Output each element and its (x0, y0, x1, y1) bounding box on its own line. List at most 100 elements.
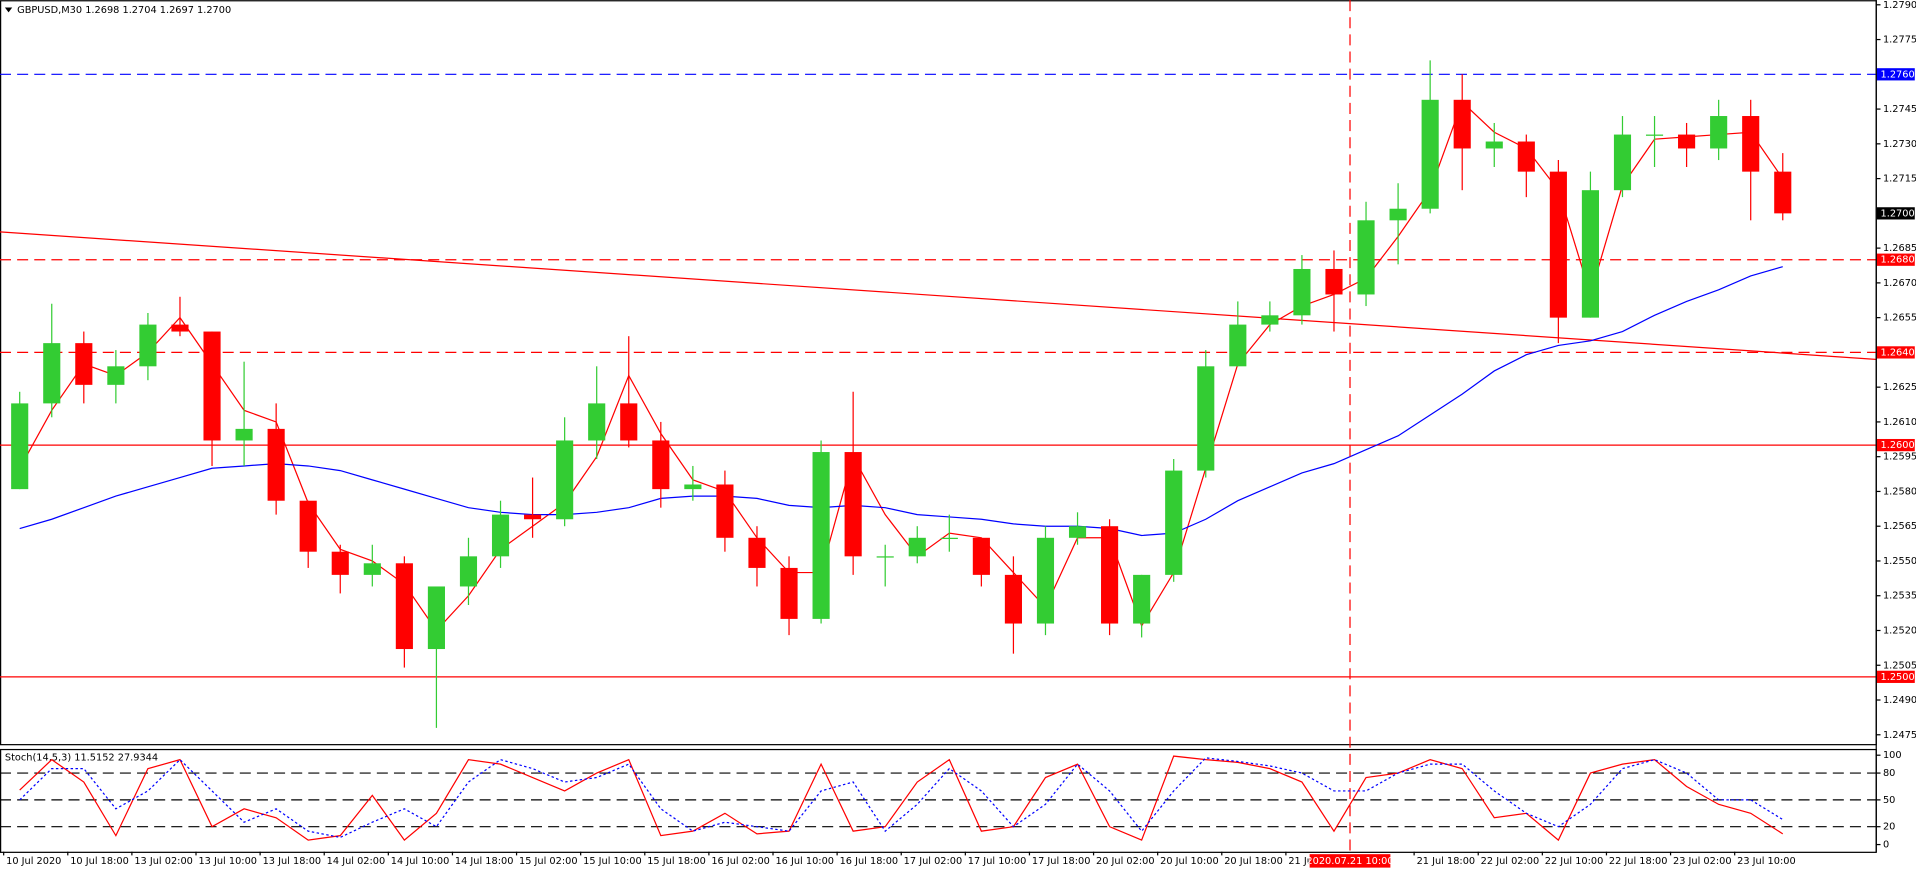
candle-body (1133, 574, 1151, 624)
candle-body (1613, 134, 1632, 191)
candle-body (43, 343, 61, 404)
y-tick-label: 1.2565 (1883, 521, 1916, 532)
y-tick-label: 1.2730 (1883, 139, 1916, 150)
trendline (0, 231, 1876, 360)
candle-body (1357, 220, 1375, 295)
y-tick-label: 1.2790 (1883, 0, 1916, 11)
x-tick-label: 23 Jul 02:00 (1673, 856, 1732, 867)
x-tick-label: 16 Jul 02:00 (711, 856, 770, 867)
candle-body (267, 428, 285, 501)
candle-body (1165, 470, 1183, 575)
chart-title: GBPUSD,M30 1.2698 1.2704 1.2697 1.2700 (17, 5, 231, 16)
candle-body (1068, 526, 1087, 538)
candle-body (972, 537, 990, 575)
y-tick-label: 1.2610 (1883, 417, 1916, 428)
candle-body (684, 484, 702, 490)
candle-body (1004, 574, 1022, 624)
current-price-tag (1876, 207, 1915, 220)
x-tick-label: 15 Jul 02:00 (519, 856, 578, 867)
candle-body (1421, 99, 1439, 209)
x-tick-label: 22 Jul 18:00 (1609, 856, 1668, 867)
level-label: 1.2640 (1881, 347, 1915, 358)
candle-body (780, 567, 798, 619)
stoch-line (19, 757, 1784, 839)
y-tick-label: 1.2655 (1883, 313, 1916, 324)
x-tick-label: 13 Jul 18:00 (263, 856, 322, 867)
candle-body (1645, 134, 1664, 136)
candle-body (588, 403, 606, 441)
candle-body (1678, 134, 1696, 149)
candle-body (1774, 171, 1792, 214)
level-tag (1876, 670, 1915, 683)
candle-body (107, 366, 125, 385)
candle-body (876, 556, 894, 558)
level-tag (1876, 346, 1915, 359)
candle-body (1581, 190, 1599, 318)
candle-body (748, 537, 766, 568)
candle-body (1485, 141, 1503, 149)
candle-body (363, 563, 381, 575)
x-tick-label: 13 Jul 10:00 (198, 856, 257, 867)
candle-body (1101, 526, 1119, 624)
y-tick-label: 1.2535 (1883, 591, 1916, 602)
level-tag (1876, 438, 1915, 452)
x-tick-label: 15 Jul 10:00 (583, 856, 642, 867)
x-tick-label: 21 Jul 18:00 (1417, 856, 1476, 867)
y-tick-label: 1.2685 (1883, 243, 1916, 254)
candle-body (427, 586, 445, 650)
x-tick-label: 16 Jul 18:00 (840, 856, 899, 867)
crosshair-label: 2020.07.21 10:00 (1306, 856, 1393, 867)
y-tick-label: 1.2595 (1883, 452, 1916, 463)
candle-body (11, 403, 29, 490)
candle-body (1293, 268, 1311, 316)
x-tick-label: 20 Jul 02:00 (1096, 856, 1155, 867)
candle-body (1197, 366, 1215, 471)
x-tick-label: 17 Jul 10:00 (968, 856, 1027, 867)
x-tick-label: 17 Jul 02:00 (904, 856, 963, 867)
moving-average (19, 266, 1783, 537)
y-tick-label: 1.2775 (1883, 35, 1916, 46)
candle-body (1036, 537, 1055, 624)
candle-body (459, 556, 478, 587)
candle-body (908, 537, 926, 557)
x-tick-label: 15 Jul 18:00 (647, 856, 706, 867)
candle-body (235, 428, 253, 441)
y-tick-label: 1.2670 (1883, 278, 1916, 289)
candle-body (1710, 116, 1728, 149)
current-price-label: 1.2700 (1881, 208, 1915, 219)
candle-body (716, 484, 734, 538)
candle-body (491, 514, 510, 557)
x-tick-label: 10 Jul 2020 (6, 856, 61, 867)
level-label: 1.2600 (1881, 440, 1915, 451)
y-tick-label: 1.2490 (1883, 695, 1916, 706)
candle-body (1261, 315, 1279, 325)
candle-body (1742, 116, 1760, 172)
x-tick-label: 20 Jul 10:00 (1160, 856, 1219, 867)
candle-body (940, 537, 958, 540)
candle-body (1325, 268, 1343, 295)
y-tick-label: 1.2625 (1883, 382, 1916, 393)
candle-body (1229, 324, 1247, 367)
x-tick-label: 22 Jul 10:00 (1545, 856, 1604, 867)
x-tick-label: 16 Jul 10:00 (775, 856, 834, 867)
candle-body (395, 563, 413, 650)
level-label: 1.2680 (1881, 255, 1915, 266)
y-tick-label: 1.2520 (1883, 625, 1916, 636)
stoch-y-tick-label: 20 (1883, 822, 1895, 833)
candle-body (171, 324, 189, 332)
candle-body (556, 440, 574, 520)
candle-body (812, 452, 830, 619)
x-tick-label: 23 Jul 10:00 (1737, 856, 1796, 867)
candle-body (139, 324, 157, 367)
stoch-y-tick-label: 50 (1883, 795, 1895, 806)
x-tick-label: 17 Jul 18:00 (1032, 856, 1091, 867)
candle-body (1453, 99, 1471, 149)
collapse-icon (4, 7, 13, 13)
stoch-title: Stoch(14,5,3) 11.5152 27.9344 (5, 753, 158, 764)
candle-body (652, 440, 670, 490)
level-label: 1.2760 (1881, 69, 1915, 80)
y-tick-label: 1.2550 (1883, 556, 1916, 567)
